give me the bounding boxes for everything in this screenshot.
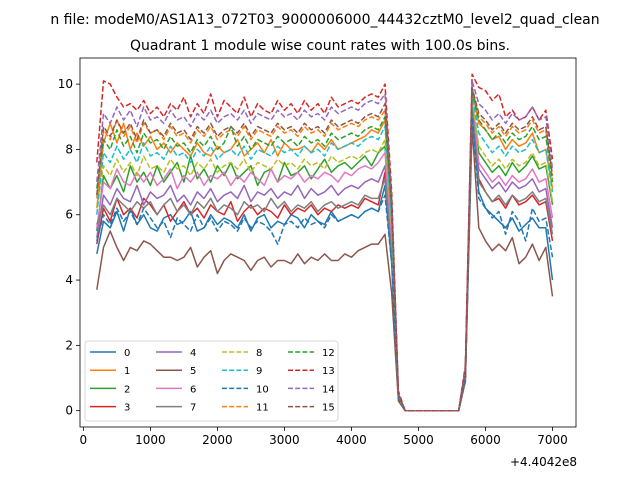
legend-label: 7 — [190, 403, 196, 414]
series-line-10 — [96, 112, 554, 412]
x-tick-label: 4000 — [336, 433, 367, 447]
x-offset-label: +4.4042e8 — [510, 455, 577, 469]
series-line-12 — [96, 89, 554, 412]
legend-label: 14 — [322, 384, 335, 395]
y-axis: 0 2 4 6 8 10 — [58, 77, 80, 418]
legend-label: 15 — [322, 403, 335, 414]
legend-label: 6 — [190, 384, 196, 395]
y-tick-label: 10 — [58, 77, 73, 91]
x-tick-label: 1000 — [135, 433, 166, 447]
chart-title: Quadrant 1 module wise count rates with … — [130, 38, 510, 54]
series-line-15 — [96, 86, 554, 412]
x-tick-label: 5000 — [403, 433, 434, 447]
x-tick-label: 7000 — [537, 433, 568, 447]
legend-label: 1 — [124, 366, 130, 377]
series-line-6 — [96, 99, 554, 412]
y-tick-label: 0 — [65, 404, 73, 418]
legend-label: 10 — [256, 384, 269, 395]
x-tick-label: 0 — [80, 433, 88, 447]
y-tick-label: 4 — [65, 273, 73, 287]
legend-label: 3 — [124, 403, 130, 414]
plot-area — [96, 73, 554, 412]
series-line-8 — [96, 96, 554, 412]
x-axis: 0 1000 2000 3000 4000 5000 6000 7000 — [80, 427, 568, 447]
x-tick-label: 2000 — [202, 433, 233, 447]
series-line-9 — [96, 93, 554, 412]
y-tick-label: 2 — [65, 338, 73, 352]
x-tick-label: 6000 — [470, 433, 501, 447]
legend-label: 11 — [256, 403, 269, 414]
legend-label: 2 — [124, 384, 130, 395]
legend-box — [84, 340, 339, 422]
series-line-7 — [96, 106, 554, 412]
legend-label: 4 — [190, 348, 196, 359]
series-line-14 — [96, 80, 554, 412]
series-line-13 — [96, 73, 554, 412]
y-tick-label: 8 — [65, 142, 73, 156]
legend-label: 9 — [256, 366, 262, 377]
legend-label: 5 — [190, 366, 196, 377]
figure-suptitle: n file: modeM0/AS1A13_072T03_9000006000_… — [50, 12, 599, 28]
legend-label: 12 — [322, 348, 335, 359]
y-tick-label: 6 — [65, 208, 73, 222]
x-tick-label: 3000 — [269, 433, 300, 447]
series-line-1 — [96, 89, 554, 412]
legend-label: 0 — [124, 348, 130, 359]
series-line-5 — [96, 125, 554, 412]
axes-frame — [79, 57, 577, 428]
legend-label: 8 — [256, 348, 262, 359]
legend-label: 13 — [322, 366, 335, 377]
